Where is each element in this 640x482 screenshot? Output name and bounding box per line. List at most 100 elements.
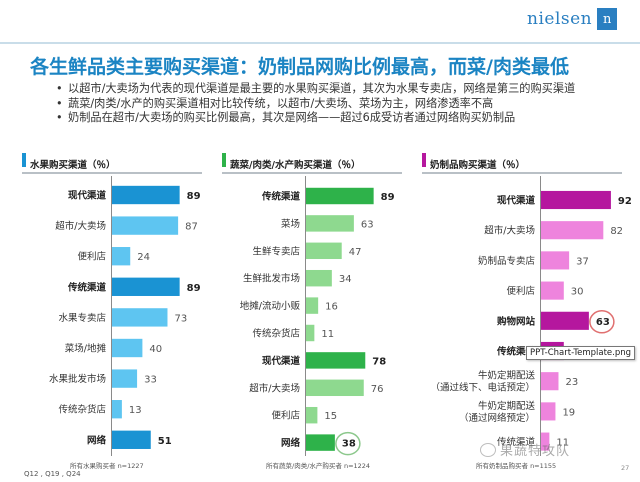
- category-label: 菜场/地摊: [65, 343, 107, 355]
- highlight-circle: [335, 431, 361, 456]
- data-label: 13: [129, 405, 142, 416]
- bar: [541, 402, 556, 421]
- category-label: 牛奶定期配送: [478, 370, 536, 382]
- veg-panel-rule: [222, 172, 402, 174]
- category-label: 网络: [87, 434, 107, 446]
- data-label: 30: [571, 287, 584, 298]
- bar: [541, 281, 564, 300]
- wechat-watermark: 果蔬特攻队: [480, 440, 570, 459]
- bar: [541, 251, 570, 270]
- dairy-panel-marker: [422, 153, 426, 167]
- data-label: 40: [149, 344, 162, 355]
- bar: [112, 338, 143, 358]
- category-label: 传统杂货店: [58, 404, 106, 416]
- data-label: 11: [321, 329, 334, 340]
- bar: [541, 372, 559, 391]
- bar: [112, 277, 180, 296]
- category-label: 生鲜专卖店: [252, 245, 300, 257]
- data-label: 37: [576, 256, 589, 267]
- header-rule: [0, 42, 640, 44]
- bar: [306, 352, 366, 369]
- data-label: 15: [324, 411, 337, 422]
- bar: [112, 247, 131, 266]
- logo-text: nielsen: [527, 9, 593, 29]
- category-label: 便利店: [77, 251, 106, 263]
- question-source: Q12 , Q19 , Q24: [24, 470, 81, 478]
- wechat-icon: [480, 442, 496, 457]
- category-label: 超市/大卖场: [55, 220, 106, 232]
- fruit-chart-title: 水果购买渠道（％）: [30, 160, 116, 171]
- data-label: 33: [144, 375, 157, 386]
- bar: [306, 269, 332, 287]
- data-label: 89: [187, 283, 201, 294]
- data-label: 51: [158, 436, 172, 447]
- bar: [306, 379, 364, 397]
- category-label: 超市/大卖场: [249, 382, 300, 394]
- dairy-sample-note: 所有奶制品购买者 n=1155: [476, 462, 557, 470]
- data-label: 87: [185, 222, 198, 233]
- bar: [541, 190, 611, 210]
- veg-chart-title: 蔬菜/肉类/水产购买渠道（％）: [230, 160, 361, 171]
- fruit-sample-note: 所有水果购买者 n=1227: [70, 462, 144, 470]
- data-label: 78: [372, 356, 386, 367]
- bar: [541, 432, 550, 451]
- data-label: 23: [565, 377, 578, 388]
- category-label: 现代渠道: [262, 355, 301, 367]
- category-label: 水果批发市场: [49, 373, 106, 385]
- bar: [112, 430, 151, 449]
- data-label: 76: [371, 384, 384, 395]
- category-label: 超市/大卖场: [484, 225, 535, 237]
- bar: [112, 369, 138, 388]
- page-number: 27: [621, 464, 630, 472]
- category-label: 传统杂货店: [252, 328, 300, 340]
- data-label: 63: [596, 317, 610, 328]
- data-label: 11: [556, 438, 569, 449]
- bar: [112, 216, 179, 235]
- category-label: 菜场: [281, 218, 300, 230]
- category-label: 便利店: [271, 410, 300, 422]
- bar: [112, 185, 180, 205]
- category-label: 生鲜批发市场: [243, 273, 300, 285]
- highlight-circle: [589, 310, 615, 334]
- data-label: 24: [137, 252, 150, 263]
- veg-axis: [305, 176, 306, 456]
- data-label: 63: [361, 219, 374, 230]
- data-label: 38: [342, 439, 356, 450]
- veg-sample-note: 所有蔬菜/肉类/水产购买者 n=1224: [266, 462, 371, 470]
- data-label: 47: [349, 247, 362, 258]
- data-label: 19: [562, 407, 575, 418]
- data-label: 34: [339, 274, 352, 285]
- fruit-panel-rule: [22, 172, 202, 174]
- category-label: 传统渠道: [496, 346, 536, 358]
- bullet-list: 以超市/大卖场为代表的现代渠道是最主要的水果购买渠道，其次为水果专卖店，网络是第…: [56, 82, 616, 126]
- data-label: 16: [325, 302, 338, 313]
- watermark-text: 果蔬特攻队: [500, 444, 571, 459]
- nielsen-logo: nielsen n: [527, 6, 618, 32]
- category-label: 水果专卖店: [58, 312, 106, 324]
- bar: [306, 324, 315, 342]
- dairy-axis: [540, 176, 541, 456]
- data-label: 92: [618, 196, 632, 207]
- bullet-item: 奶制品在超市/大卖场的购买比例最高，其次是网络——超过6成受访者通过网络购买奶制…: [56, 111, 616, 126]
- slide-title: 各生鲜品类主要购买渠道：奶制品网购比例最高，而菜/肉类最低: [30, 56, 569, 78]
- bar: [306, 406, 318, 424]
- category-label: （通过线下、电话预定）: [430, 382, 535, 394]
- bar: [306, 297, 319, 314]
- category-label: 奶制品专卖店: [478, 255, 535, 267]
- bar: [306, 215, 354, 232]
- data-label: 82: [610, 226, 623, 237]
- bullet-item: 蔬菜/肉类/水产的购买渠道相对比较传统，以超市/大卖场、菜场为主，网络渗透率不高: [56, 97, 616, 112]
- bar: [541, 311, 589, 330]
- category-label: 现代渠道: [497, 195, 536, 207]
- bullet-item: 以超市/大卖场为代表的现代渠道是最主要的水果购买渠道，其次为水果专卖店，网络是第…: [56, 82, 616, 97]
- category-label: 购物网站: [497, 315, 536, 327]
- data-label: 89: [187, 191, 201, 202]
- image-tooltip: PPT-Chart-Template.png: [526, 346, 636, 360]
- logo-badge-icon: n: [597, 8, 618, 30]
- fruit-panel-marker: [22, 153, 26, 167]
- bar: [306, 187, 374, 205]
- category-label: 传统渠道: [261, 191, 301, 203]
- data-label: 89: [381, 192, 395, 203]
